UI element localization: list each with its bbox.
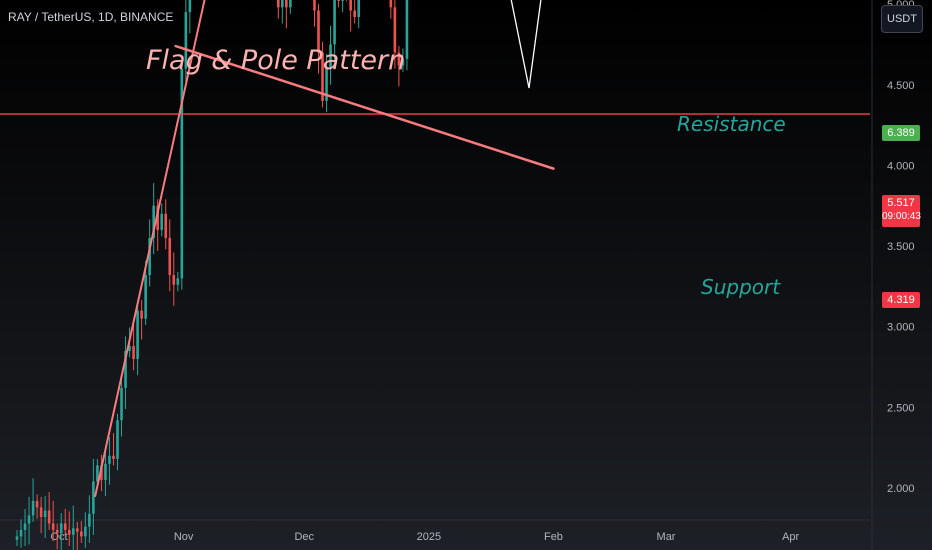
candle-body: [35, 500, 39, 508]
candle-body: [19, 529, 23, 537]
candle-body: [180, 68, 184, 279]
candle-body: [136, 310, 139, 359]
candle-body: [401, 58, 405, 66]
candle-body: [108, 455, 111, 464]
candle-body: [184, 12, 188, 69]
candle-body: [63, 523, 67, 530]
y-tick-label: 2.500: [887, 402, 915, 414]
candle-body: [152, 205, 155, 238]
candle-body: [43, 510, 47, 518]
candle-body: [124, 350, 127, 388]
projection-path-2: [510, 0, 542, 89]
candle-body: [321, 52, 324, 101]
candle-body: [51, 523, 55, 530]
x-tick-label: Nov: [174, 531, 194, 543]
candle-body: [164, 213, 168, 238]
candle-body: [84, 526, 87, 537]
candle-body: [59, 523, 63, 534]
candle-body: [357, 0, 360, 18]
candle-body: [156, 205, 159, 230]
candle-body: [313, 0, 316, 11]
candle-body: [140, 310, 143, 319]
candle-body: [80, 531, 83, 537]
countdown-timer: 09:00:43: [882, 211, 921, 222]
candle-body: [76, 528, 79, 532]
candle-body: [337, 0, 340, 1]
candle-body: [31, 500, 35, 516]
candle-body: [100, 465, 103, 480]
pole-line: [94, 0, 206, 498]
candle-body: [23, 523, 27, 530]
candle-body: [281, 0, 284, 8]
candle-body: [353, 10, 356, 18]
candle-body: [329, 44, 332, 69]
x-tick-label: Apr: [782, 531, 799, 543]
candle-body: [92, 481, 95, 514]
resistance-label: Resistance: [677, 112, 786, 136]
candle-body: [188, 0, 192, 13]
y-tick-label: 3.000: [887, 322, 915, 334]
candle-body: [67, 529, 71, 535]
y-tick-label: 4.500: [887, 80, 915, 92]
support-price-badge: 4.319: [882, 292, 920, 308]
candle-body: [88, 513, 91, 527]
pattern-title: Flag & Pole Pattern: [146, 45, 406, 76]
candle-body: [128, 346, 131, 351]
candle-body: [160, 213, 164, 230]
current-price-badge: 5.517 09:00:43: [882, 195, 921, 227]
support-label: Support: [701, 275, 781, 299]
candle-body: [176, 278, 180, 285]
candle-body: [172, 275, 176, 285]
candle-body: [47, 510, 51, 524]
resistance-price-badge: 6.389: [882, 125, 920, 141]
candle-body: [144, 275, 147, 319]
current-price: 5.517: [887, 197, 915, 209]
candle-body: [15, 536, 19, 540]
y-tick-label: 3.500: [887, 241, 915, 253]
x-tick-label: Feb: [544, 531, 563, 543]
candle-body: [325, 68, 328, 101]
candle-body: [397, 52, 401, 66]
candle-body: [27, 515, 31, 524]
candle-body: [333, 0, 336, 45]
candle-body: [112, 455, 115, 459]
candle-body: [71, 528, 75, 535]
x-tick-label: Mar: [657, 531, 676, 543]
flag-lower-line: [174, 44, 555, 170]
candle-body: [285, 0, 288, 8]
candle-body: [349, 0, 352, 11]
candle-body: [341, 0, 344, 1]
candle-body: [317, 10, 320, 53]
candle-body: [39, 507, 43, 518]
candle-body: [393, 7, 397, 53]
y-tick-label: 2.000: [887, 483, 915, 495]
currency-button[interactable]: USDT: [881, 5, 923, 33]
candle-body: [96, 465, 99, 482]
candle-body: [104, 463, 107, 480]
candle-body: [168, 237, 172, 276]
candle-body: [148, 237, 151, 276]
candle-body: [389, 0, 393, 8]
candle-body: [289, 0, 292, 8]
candle-body: [116, 420, 119, 459]
candle-body: [277, 0, 280, 8]
candle-body: [120, 387, 123, 421]
candle-body: [405, 0, 409, 59]
x-tick-label: Oct: [50, 531, 67, 543]
candle-body: [55, 529, 59, 534]
candle-body: [132, 346, 135, 359]
y-tick-label: 4.000: [887, 160, 915, 172]
symbol-header[interactable]: RAY / TetherUS, 1D, BINANCE: [8, 10, 174, 24]
x-tick-label: Dec: [294, 531, 314, 543]
x-tick-label: 2025: [417, 531, 441, 543]
